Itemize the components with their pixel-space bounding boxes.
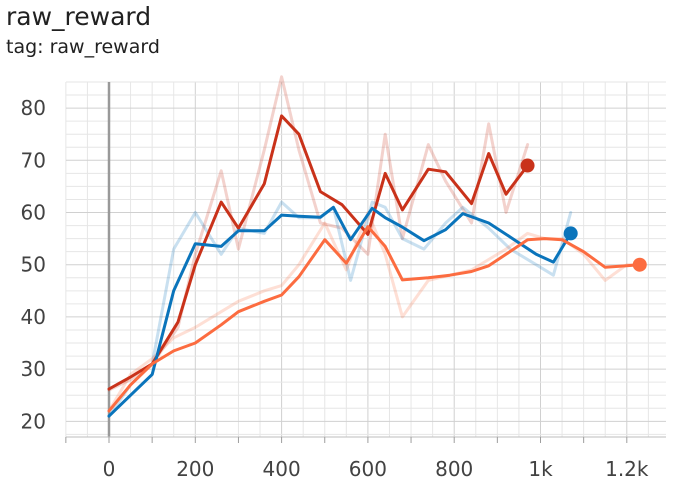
chart-title: raw_reward [6, 2, 152, 31]
series-3-raw-line [107, 211, 642, 413]
y-tick-label: 40 [21, 305, 46, 329]
y-tick-label: 70 [21, 148, 46, 172]
y-tick-label: 30 [21, 357, 46, 381]
series-1-smoothed-line [107, 114, 530, 391]
x-tick-label: 1k [528, 457, 553, 481]
y-tick-label: 80 [21, 96, 46, 120]
x-tick-label: 800 [435, 457, 473, 481]
x-tick-label: 600 [349, 457, 387, 481]
series-1-last-point [520, 158, 535, 173]
series-2-last-point [563, 226, 578, 241]
chart-subtitle: tag: raw_reward [6, 36, 160, 58]
y-tick-label: 60 [21, 201, 46, 225]
x-tick-label: 200 [176, 457, 214, 481]
x-tick-label: 1.2k [605, 457, 649, 481]
x-tick-label: 0 [103, 457, 116, 481]
series-3-last-point [632, 257, 647, 272]
y-tick-label: 50 [21, 253, 46, 277]
series-2-raw-line [107, 200, 573, 418]
series-2-smoothed-line [107, 205, 573, 418]
x-tick-label: 400 [263, 457, 301, 481]
series-3-smoothed-line [107, 225, 642, 413]
y-tick-label: 20 [21, 409, 46, 433]
